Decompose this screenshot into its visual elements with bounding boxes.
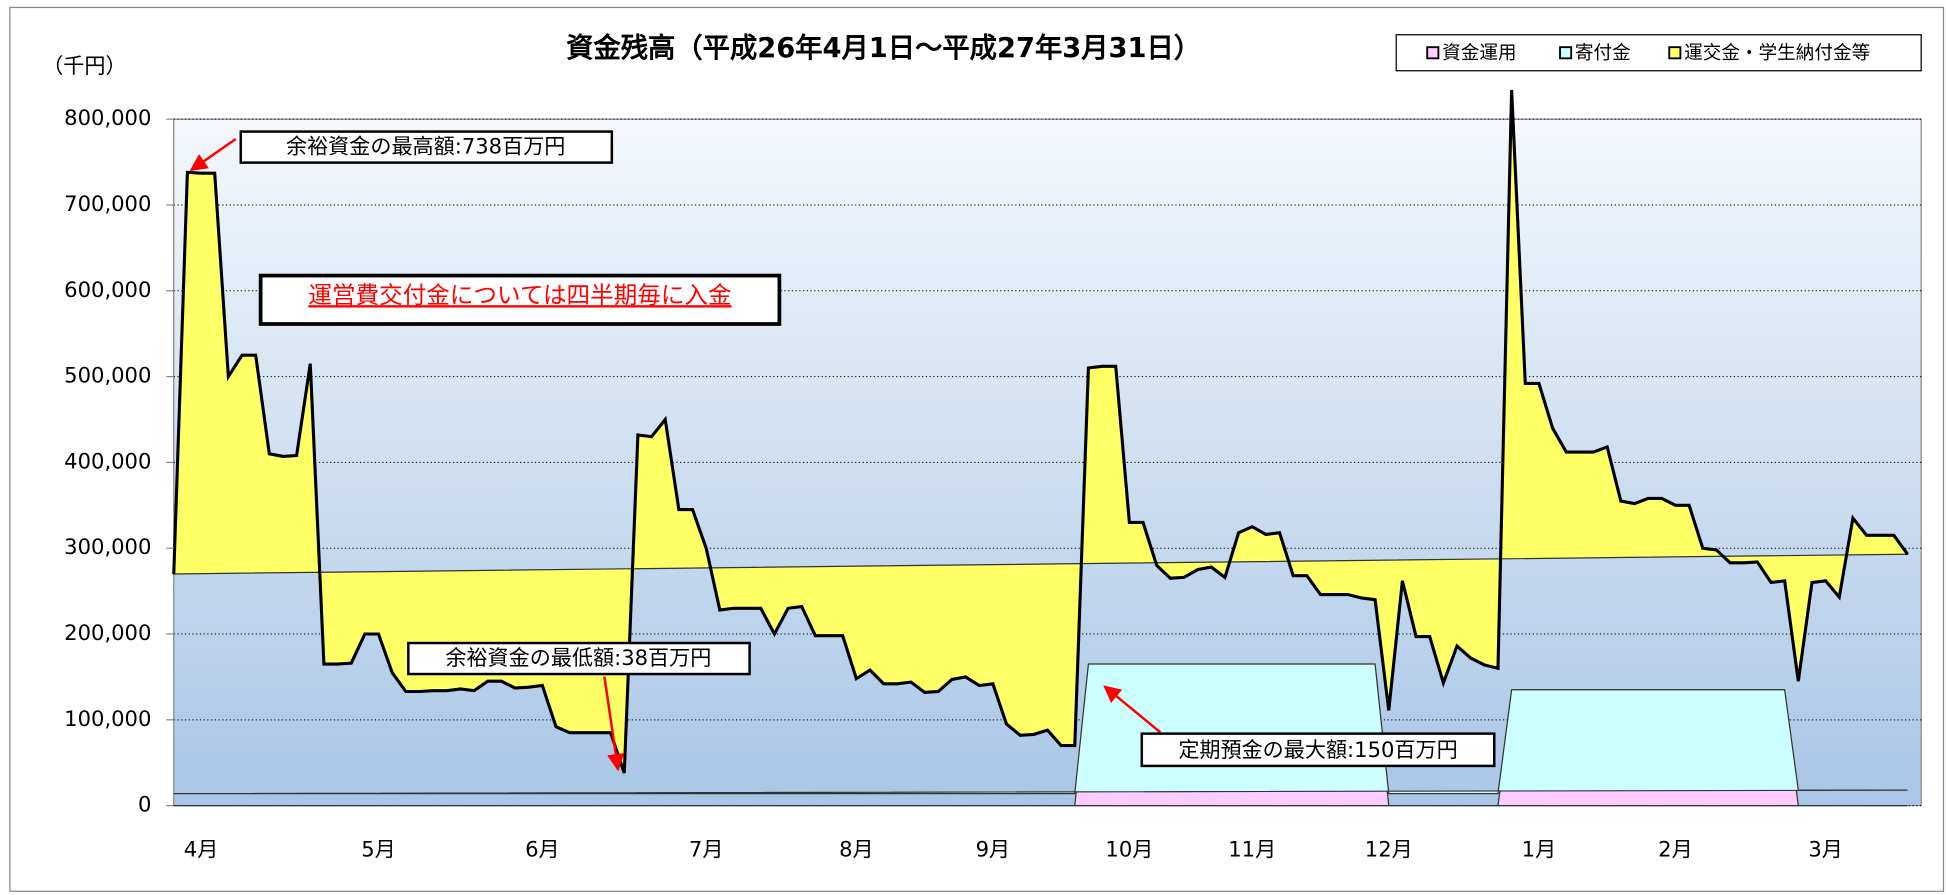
y-tick-label: 600,000 — [64, 277, 151, 302]
annotations: 余裕資金の最高額:738百万円 運営費交付金については四半期毎に入金 余裕資金の… — [189, 130, 1496, 772]
area — [173, 663, 1908, 795]
y-tick-label: 500,000 — [64, 363, 151, 388]
legend-label: 運交金・学生納付金等 — [1684, 43, 1870, 64]
annotation-box — [407, 641, 751, 676]
x-tick-label: 2月 — [1658, 836, 1693, 861]
arrow — [189, 138, 237, 172]
x-tick-label: 9月 — [976, 836, 1011, 861]
annotation-box — [258, 273, 782, 326]
arrow — [1103, 685, 1162, 734]
arrow — [603, 676, 625, 772]
legend-label: 寄付金 — [1575, 43, 1631, 64]
legend-label: 資金運用 — [1442, 43, 1516, 64]
legend-swatch — [1559, 46, 1573, 60]
y-tick-label: 700,000 — [64, 191, 151, 216]
legend-swatch — [1426, 46, 1440, 60]
x-tick-label: 3月 — [1808, 836, 1843, 861]
annotation: 定期預金の最大額:150百万円 — [1178, 737, 1457, 762]
legend-swatch — [1668, 46, 1682, 60]
y-axis-label: （千円） — [42, 53, 126, 78]
total-line — [172, 89, 1909, 774]
x-tick-label: 7月 — [689, 836, 724, 861]
y-tick-label: 100,000 — [64, 706, 151, 731]
annotation: 余裕資金の最高額:738百万円 — [286, 134, 565, 159]
y-tick-label: 0 — [138, 792, 151, 817]
x-tick-label: 10月 — [1105, 836, 1153, 861]
x-tick-label: 12月 — [1365, 836, 1413, 861]
y-tick-label: 300,000 — [64, 534, 151, 559]
annotation-box — [239, 130, 614, 164]
annotation-box — [1140, 732, 1496, 768]
y-tick-label: 200,000 — [64, 620, 151, 645]
annotation: 余裕資金の最低額:38百万円 — [445, 645, 711, 670]
x-tick-label: 11月 — [1228, 836, 1276, 861]
x-tick-label: 1月 — [1522, 836, 1557, 861]
chart-title: 資金残高（平成26年4月1日～平成27年3月31日） — [566, 32, 1201, 64]
y-tick-label: 800,000 — [64, 105, 151, 130]
x-tick-label: 8月 — [839, 836, 874, 861]
annotation: 運営費交付金については四半期毎に入金 — [308, 281, 731, 309]
x-tick-label: 6月 — [525, 836, 560, 861]
x-tick-label: 5月 — [361, 836, 396, 861]
x-tick-label: 4月 — [184, 836, 219, 861]
legend — [1395, 34, 1922, 72]
y-tick-label: 400,000 — [64, 448, 151, 473]
